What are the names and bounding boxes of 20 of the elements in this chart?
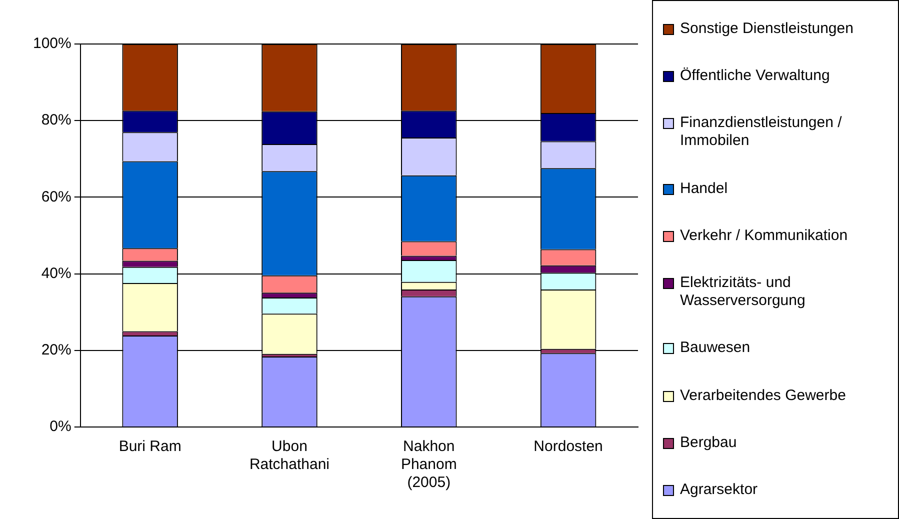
y-tick-label: 60%: [41, 188, 72, 206]
legend-label: Bauwesen: [680, 339, 750, 358]
legend-label: Sonstige Dienstleistungen: [680, 20, 854, 38]
y-tick-label: 20%: [41, 342, 72, 359]
legend-label: Elektrizitäts- und Wasserversorgung: [680, 274, 806, 310]
y-tick-label: 40%: [41, 264, 72, 282]
y-tick-label: 80%: [41, 112, 72, 129]
x-tick-label: Ubon Ratchathani: [249, 438, 330, 474]
legend-label: Finanzdienstleistungen / Immobilen: [680, 114, 843, 150]
legend-label: Verkehr / Kommunikation: [680, 226, 848, 245]
y-tick-label: 0%: [50, 418, 72, 436]
x-tick-label: Buri Ram: [118, 438, 182, 456]
legend-label: Bergbau: [680, 434, 737, 452]
legend-label: Agrarsektor: [680, 481, 758, 500]
x-tick-label: Nordosten: [534, 438, 603, 456]
legend-label: Verarbeitendes Gewerbe: [680, 386, 846, 405]
y-tick-label: 100%: [32, 35, 72, 52]
x-tick-label: Nakhon Phanom (2005): [400, 438, 457, 492]
legend-label: Öffentliche Verwaltung: [680, 66, 830, 85]
legend-label: Handel: [680, 180, 728, 198]
